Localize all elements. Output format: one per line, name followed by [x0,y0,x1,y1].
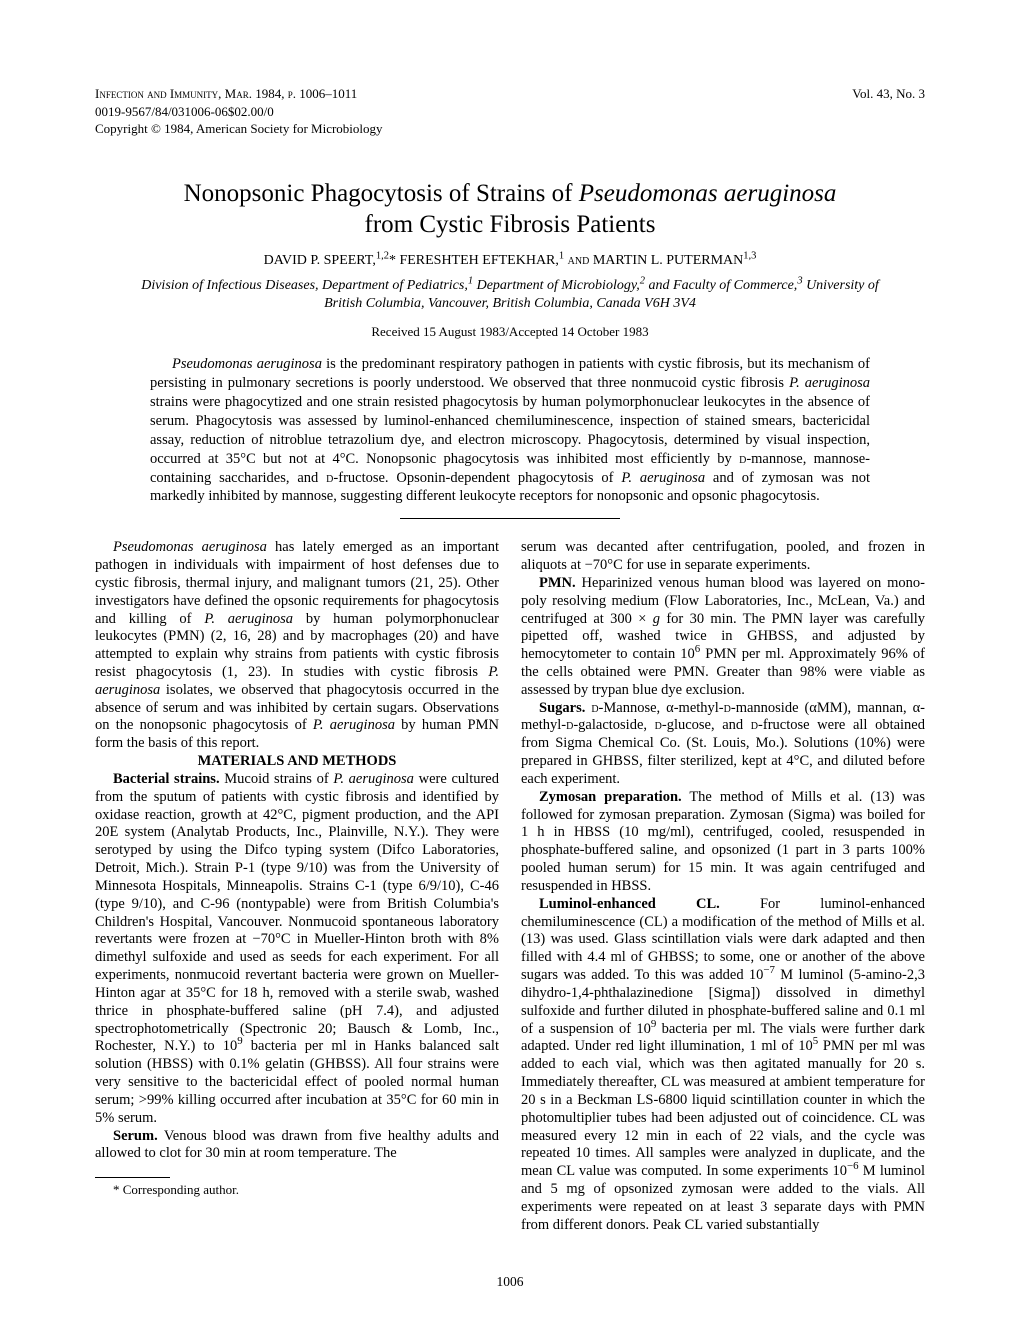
luminol-cl-paragraph: Luminol-enhanced CL. For luminol-enhance… [521,896,925,1235]
volume-line: Vol. 43, No. 3 [852,86,925,101]
abstract-rule [400,518,620,519]
title-italic-species: Pseudomonas aeruginosa [579,180,837,207]
zymosan-paragraph: Zymosan preparation. The method of Mills… [521,789,925,896]
page-number: 1006 [0,1274,1020,1290]
footnote-rule [95,1177,170,1178]
abstract: Pseudomonas aeruginosa is the predominan… [150,355,870,506]
issn-line: 0019-9567/84/031006-06$02.00/0 [95,104,274,119]
received-dates: Received 15 August 1983/Accepted 14 Octo… [95,324,925,340]
article-title: Nonopsonic Phagocytosis of Strains of Ps… [95,178,925,241]
title-part-2: from Cystic Fibrosis Patients [365,211,656,238]
page: Infection and Immunity, Mar. 1984, p. 10… [0,0,1020,1320]
bacterial-strains-paragraph: Bacterial strains. Mucoid strains of P. … [95,771,499,1128]
affiliation: Division of Infectious Diseases, Departm… [135,277,885,313]
running-header: Infection and Immunity, Mar. 1984, p. 10… [95,85,925,138]
title-part-1: Nonopsonic Phagocytosis of Strains of [184,180,579,207]
serum-paragraph-start: Serum. Venous blood was drawn from five … [95,1128,499,1164]
pmn-paragraph: PMN. Heparinized venous human blood was … [521,575,925,700]
copyright-line: Copyright © 1984, American Society for M… [95,121,383,136]
serum-paragraph-continued: serum was decanted after centrifugation,… [521,539,925,575]
journal-line: Infection and Immunity, Mar. 1984, p. 10… [95,86,357,101]
intro-paragraph: Pseudomonas aeruginosa has lately emerge… [95,539,499,753]
corresponding-author-footnote: * Corresponding author. [95,1182,499,1198]
body-columns: Pseudomonas aeruginosa has lately emerge… [95,539,925,1234]
header-left: Infection and Immunity, Mar. 1984, p. 10… [95,85,383,138]
authors: DAVID P. SPEERT,1,2* FERESHTEH EFTEKHAR,… [95,252,925,269]
header-right: Vol. 43, No. 3 [852,85,925,138]
sugars-paragraph: Sugars. d-Mannose, α-methyl-d-mannoside … [521,700,925,789]
materials-methods-heading: MATERIALS AND METHODS [95,753,499,771]
